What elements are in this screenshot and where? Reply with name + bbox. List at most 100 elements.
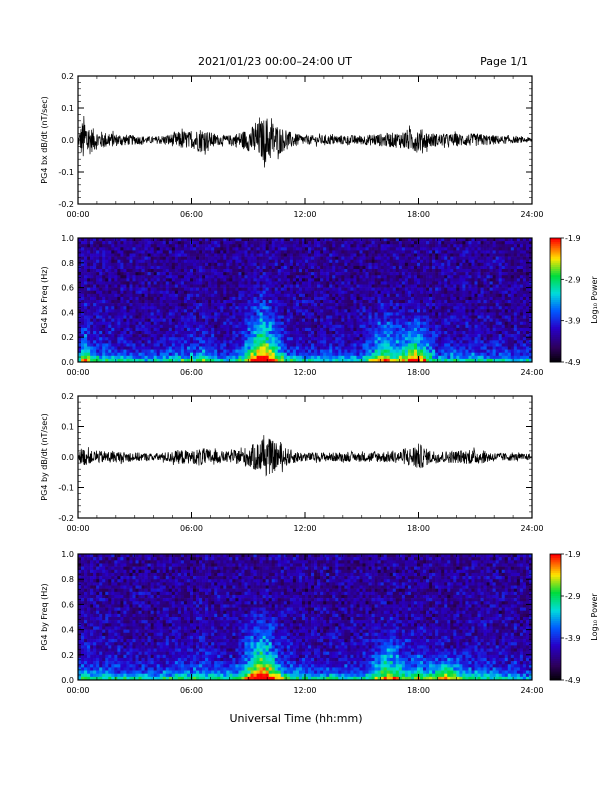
panel-1-cell xyxy=(186,241,191,245)
panel-1-cell xyxy=(144,358,148,363)
panel-1-cell xyxy=(295,241,300,245)
panel-1-cell xyxy=(205,269,209,273)
panel-1-cell xyxy=(320,352,324,357)
panel-1-cell xyxy=(380,324,384,329)
panel-1-cell xyxy=(353,290,357,295)
panel-1-cell xyxy=(117,269,121,273)
panel-1-cell xyxy=(78,334,82,338)
panel-1-cell xyxy=(329,355,333,360)
panel-1-cell xyxy=(395,334,400,338)
panel-1-cell xyxy=(280,287,285,291)
panel-1-cell xyxy=(274,281,279,285)
panel-1-cell xyxy=(235,309,239,313)
panel-1-cell xyxy=(177,265,182,270)
panel-1-cell xyxy=(189,331,194,335)
panel-1-cell xyxy=(90,290,94,295)
panel-1-cell xyxy=(383,250,388,254)
panel-1-cell xyxy=(180,296,185,301)
panel-1-cell xyxy=(162,352,167,357)
panel-1-cell xyxy=(199,309,203,313)
panel-1-cell xyxy=(338,241,342,245)
panel-1-cell xyxy=(153,346,157,350)
panel-1-cell xyxy=(102,244,106,248)
panel-1-cell xyxy=(359,296,363,301)
panel-1-cell xyxy=(202,253,206,257)
panel-1-cell xyxy=(326,256,330,260)
panel-1-cell xyxy=(93,300,97,304)
panel-1-cell xyxy=(120,256,124,260)
panel-1-cell xyxy=(177,334,182,338)
panel-1-cell xyxy=(96,315,100,319)
panel-1-cell xyxy=(114,346,118,350)
panel-1-cell xyxy=(395,343,400,347)
panel-1-cell xyxy=(435,247,439,251)
panel-1-cell xyxy=(162,290,167,295)
panel-1-cell xyxy=(229,346,233,350)
panel-1-cell xyxy=(280,256,285,260)
panel-1-cell xyxy=(286,331,291,335)
panel-1-cell xyxy=(202,312,206,316)
panel-1-cell xyxy=(413,272,418,276)
panel-1-cell xyxy=(429,358,433,363)
panel-1-cell xyxy=(138,262,142,267)
panel-1-cell xyxy=(271,253,276,257)
panel-1-cell xyxy=(395,303,400,307)
panel-1-cell xyxy=(111,327,115,332)
panel-1-cell xyxy=(283,312,288,316)
panel-1-cell xyxy=(241,358,245,363)
panel-1-cell xyxy=(311,290,315,295)
panel-1-cell xyxy=(111,247,115,251)
panel-1-cell xyxy=(268,293,273,298)
panel-1-cell xyxy=(193,290,197,295)
panel-1-cell xyxy=(162,244,167,248)
panel-1-cell xyxy=(84,241,88,245)
panel-1-cell xyxy=(438,300,442,304)
panel-1-cell xyxy=(404,334,409,338)
panel-1-cell xyxy=(356,262,360,267)
panel-1-cell xyxy=(435,324,439,329)
panel-1-cell xyxy=(241,250,245,254)
panel-1-cell xyxy=(81,262,85,267)
panel-1-cell xyxy=(105,275,109,279)
panel-1-cell xyxy=(123,340,127,344)
panel-1-cell xyxy=(392,293,397,298)
panel-1-cell xyxy=(196,309,200,313)
panel-1-cell xyxy=(196,352,200,357)
panel-1-cell xyxy=(277,290,282,295)
panel-1-cell xyxy=(180,278,185,282)
panel-1-cell xyxy=(247,309,251,313)
panel-1-cell xyxy=(199,303,203,307)
panel-1-cell xyxy=(407,300,412,304)
panel-1-cell xyxy=(144,318,148,322)
panel-1-cell xyxy=(96,309,100,313)
panel-1-cell xyxy=(311,293,315,298)
panel-1-cell xyxy=(211,327,215,332)
panel-1-cell xyxy=(105,312,109,316)
panel-1-cell xyxy=(308,346,312,350)
panel-1-cell xyxy=(326,250,330,254)
panel-1-cell xyxy=(123,324,127,329)
panel-1-cell xyxy=(180,284,185,288)
panel-1-cell xyxy=(356,247,360,251)
panel-1-cell xyxy=(81,293,85,298)
panel-1-cell xyxy=(147,321,151,326)
panel-1-cell xyxy=(256,352,260,357)
panel-1-cell xyxy=(120,303,124,307)
panel-1-cell xyxy=(174,281,179,285)
panel-1-cell xyxy=(338,327,342,332)
panel-1-cell xyxy=(392,349,397,353)
panel-1-cell xyxy=(117,275,121,279)
panel-1-cell xyxy=(186,284,191,288)
panel-1-cell xyxy=(226,272,230,276)
panel-1-cell xyxy=(126,327,130,332)
panel-1-cell xyxy=(81,343,85,347)
panel-1-cell xyxy=(129,355,133,360)
panel-1-cell xyxy=(253,287,257,291)
panel-1-cell xyxy=(171,238,176,242)
panel-1-cell xyxy=(317,324,321,329)
panel-1-cell xyxy=(174,327,179,332)
panel-1-cell xyxy=(317,296,321,301)
panel-1-cell xyxy=(156,303,161,307)
panel-1-cell xyxy=(99,306,103,310)
panel-1-cell xyxy=(250,321,254,326)
